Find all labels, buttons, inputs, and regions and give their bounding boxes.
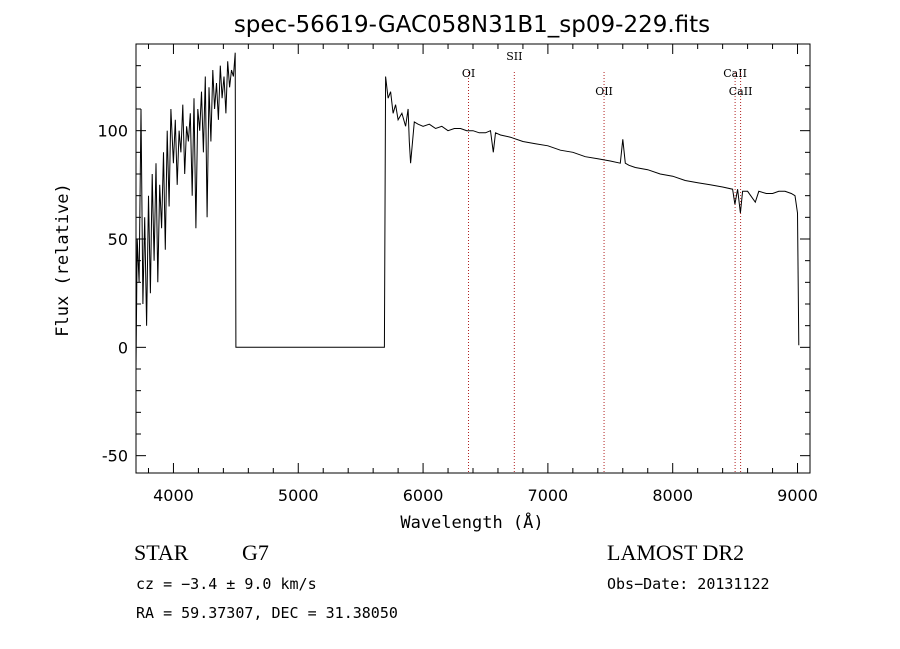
y-tick-label: 50 bbox=[108, 230, 128, 249]
spectral-line-markers: OI SII OII CaII CaII bbox=[462, 50, 753, 473]
coordinates: RA = 59.37307, DEC = 31.38050 bbox=[136, 604, 398, 622]
object-subclass: G7 bbox=[242, 540, 269, 565]
x-axis-label: Wavelength (Å) bbox=[400, 511, 543, 533]
spectral-line-label: CaII bbox=[723, 67, 747, 80]
y-tick-label: 100 bbox=[97, 122, 128, 141]
x-tick-label: 4000 bbox=[153, 486, 194, 505]
survey-name: LAMOST DR2 bbox=[607, 540, 745, 565]
x-tick-label: 9000 bbox=[777, 486, 818, 505]
y-tick-label: 0 bbox=[118, 338, 128, 357]
observation-date: Obs−Date: 20131122 bbox=[607, 575, 770, 593]
y-tick-label: -50 bbox=[102, 447, 128, 466]
plot-frame bbox=[135, 43, 811, 474]
spectral-line-label: SII bbox=[506, 50, 522, 63]
object-class: STAR bbox=[134, 540, 189, 565]
x-tick-label: 7000 bbox=[528, 486, 569, 505]
redshift-velocity: cz = −3.4 ± 9.0 km/s bbox=[136, 575, 317, 593]
spectral-line-label: CaII bbox=[729, 85, 753, 98]
y-axis-label: Flux (relative) bbox=[53, 183, 73, 337]
x-tick-label: 5000 bbox=[278, 486, 319, 505]
axis-ticks: 4000 5000 6000 7000 8000 9000 -50 0 50 100 bbox=[97, 44, 818, 505]
x-tick-label: 8000 bbox=[652, 486, 693, 505]
spectral-line-label: OI bbox=[462, 67, 475, 80]
spectral-line-label: OII bbox=[595, 85, 613, 98]
chart-title: spec-56619-GAC058N31B1_sp09-229.fits bbox=[234, 12, 710, 38]
spectrum-line bbox=[135, 52, 800, 370]
x-tick-label: 6000 bbox=[403, 486, 444, 505]
